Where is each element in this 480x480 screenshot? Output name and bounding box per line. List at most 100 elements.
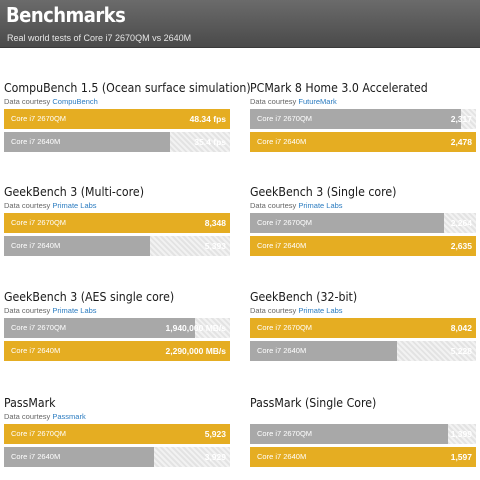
bar-value-label: 1,940,000 MB/s: [165, 323, 226, 333]
bar-value-label: 5,393: [204, 241, 226, 251]
bar-fill: [4, 341, 230, 361]
data-credit-label: Data courtesy: [4, 97, 53, 106]
data-credit-label: Data courtesy: [250, 97, 299, 106]
bar-fill: [250, 447, 476, 467]
data-credit-label: Data courtesy: [4, 201, 53, 210]
bar-fill: [250, 341, 397, 361]
data-source-link[interactable]: FutureMark: [298, 97, 337, 106]
chart-title: GeekBench 3 (Multi-core): [4, 184, 145, 199]
bar-label: Core i7 2640M: [11, 452, 61, 461]
bar-fill: [250, 213, 444, 233]
page-title: Benchmarks: [6, 3, 126, 27]
chart-panel-geekbench-3-multi-core: GeekBench 3 (Multi-core) Data courtesy Pr…: [4, 184, 230, 256]
data-credit: Data courtesy CompuBench: [4, 96, 230, 107]
bar-row-core-i7-2670qm: Core i7 2670QM 1,399: [250, 424, 476, 444]
page-header: Benchmarks Real world tests of Core i7 2…: [0, 0, 480, 48]
bar-row-core-i7-2640m: Core i7 2640M 2,478: [250, 132, 476, 152]
chart-panel-passmark-single-core: PassMark (Single Core) Core i7 2670QM 1,39…: [250, 395, 476, 467]
bar-row-core-i7-2670qm: Core i7 2670QM 2,264: [250, 213, 476, 233]
data-credit: Data courtesy Primate Labs: [4, 200, 230, 211]
data-source-link[interactable]: Primate Labs: [52, 306, 97, 315]
bar-value-label: 35.4 fps: [194, 137, 226, 147]
chart-title: PCMark 8 Home 3.0 Accelerated: [250, 80, 428, 95]
chart-title: GeekBench 3 (AES single core): [4, 289, 175, 304]
bar-row-core-i7-2640m: Core i7 2640M 3,929: [4, 447, 230, 467]
chart-title: PassMark (Single Core): [250, 395, 377, 410]
bar-label: Core i7 2670QM: [257, 429, 313, 438]
bar-fill: [4, 318, 195, 338]
chart-panel-passmark: PassMark Data courtesy Passmark Core i7 26…: [4, 395, 230, 467]
bar-value-label: 48.34 fps: [189, 114, 226, 124]
bar-row-core-i7-2670qm: Core i7 2670QM 5,923: [4, 424, 230, 444]
data-source-link[interactable]: Passmark: [52, 412, 86, 421]
bar-row-core-i7-2670qm: Core i7 2670QM 8,042: [250, 318, 476, 338]
bar-value-label: 3,929: [204, 452, 226, 462]
data-credit-label: Data courtesy: [250, 201, 299, 210]
bar-value-label: 1,399: [450, 429, 472, 439]
chart-panel-pcmark-8-home-3-0-accelerated: PCMark 8 Home 3.0 Accelerated Data courte…: [250, 80, 476, 152]
data-source-link[interactable]: CompuBench: [52, 97, 98, 106]
data-credit: Data courtesy Primate Labs: [4, 305, 230, 316]
data-credit-label: Data courtesy: [4, 306, 53, 315]
bar-fill: [4, 132, 170, 152]
bar-row-core-i7-2640m: Core i7 2640M 2,290,000 MB/s: [4, 341, 230, 361]
data-credit: Data courtesy Primate Labs: [250, 200, 476, 211]
bar-fill: [250, 236, 476, 256]
bar-value-label: 8,348: [204, 218, 226, 228]
data-credit-label: Data courtesy: [4, 412, 53, 421]
bar-value-label: 2,264: [450, 218, 472, 228]
bar-row-core-i7-2670qm: Core i7 2670QM 8,348: [4, 213, 230, 233]
bar-fill: [250, 109, 461, 129]
bar-fill: [4, 236, 150, 256]
data-credit: Data courtesy Passmark: [4, 411, 230, 422]
bar-fill: [4, 109, 230, 129]
bar-value-label: 5,228: [450, 346, 472, 356]
data-credit: [250, 411, 476, 422]
bar-fill: [4, 447, 154, 467]
bar-label: Core i7 2640M: [257, 241, 307, 250]
bar-row-core-i7-2640m: Core i7 2640M 1,597: [250, 447, 476, 467]
chart-panel-geekbench-32-bit: GeekBench (32-bit) Data courtesy Primate …: [250, 289, 476, 361]
bar-fill: [250, 424, 448, 444]
data-source-link[interactable]: Primate Labs: [298, 306, 343, 315]
chart-panel-geekbench-3-aes-single-core: GeekBench 3 (AES single core) Data courte…: [4, 289, 230, 361]
bar-label: Core i7 2640M: [11, 137, 61, 146]
bar-fill: [4, 424, 230, 444]
bar-label: Core i7 2670QM: [11, 323, 67, 332]
bar-fill: [250, 132, 476, 152]
bar-label: Core i7 2670QM: [257, 218, 313, 227]
bar-row-core-i7-2670qm: Core i7 2670QM 48.34 fps: [4, 109, 230, 129]
bar-row-core-i7-2640m: Core i7 2640M 5,228: [250, 341, 476, 361]
chart-panel-compubench-1-5-ocean-surface-simulation: CompuBench 1.5 (Ocean surface simulation…: [4, 80, 251, 152]
bar-fill: [250, 318, 476, 338]
data-credit: Data courtesy FutureMark: [250, 96, 476, 107]
bar-row-core-i7-2670qm: Core i7 2670QM 2,317: [250, 109, 476, 129]
bar-value-label: 2,478: [450, 137, 472, 147]
bar-label: Core i7 2670QM: [257, 323, 313, 332]
bar-value-label: 8,042: [450, 323, 472, 333]
data-credit-label: Data courtesy: [250, 306, 299, 315]
bar-value-label: 5,923: [204, 429, 226, 439]
bar-label: Core i7 2640M: [257, 137, 307, 146]
data-source-link[interactable]: Primate Labs: [52, 201, 97, 210]
bar-label: Core i7 2670QM: [11, 218, 67, 227]
chart-title: GeekBench 3 (Single core): [250, 184, 397, 199]
bar-value-label: 1,597: [450, 452, 472, 462]
bar-row-core-i7-2640m: Core i7 2640M 5,393: [4, 236, 230, 256]
bar-label: Core i7 2640M: [257, 346, 307, 355]
chart-title: PassMark: [4, 395, 56, 410]
bar-value-label: 2,635: [450, 241, 472, 251]
bar-label: Core i7 2640M: [11, 241, 61, 250]
bar-row-core-i7-2640m: Core i7 2640M 2,635: [250, 236, 476, 256]
bar-row-core-i7-2640m: Core i7 2640M 35.4 fps: [4, 132, 230, 152]
bar-label: Core i7 2640M: [11, 346, 61, 355]
chart-panel-geekbench-3-single-core: GeekBench 3 (Single core) Data courtesy P…: [250, 184, 476, 256]
bar-value-label: 2,290,000 MB/s: [165, 346, 226, 356]
chart-title: GeekBench (32-bit): [250, 289, 358, 304]
page-subtitle: Real world tests of Core i7 2670QM vs 26…: [7, 33, 192, 43]
chart-title: CompuBench 1.5 (Ocean surface simulation…: [4, 80, 251, 95]
data-credit: Data courtesy Primate Labs: [250, 305, 476, 316]
bar-fill: [4, 213, 230, 233]
data-source-link[interactable]: Primate Labs: [298, 201, 343, 210]
bar-label: Core i7 2670QM: [11, 114, 67, 123]
